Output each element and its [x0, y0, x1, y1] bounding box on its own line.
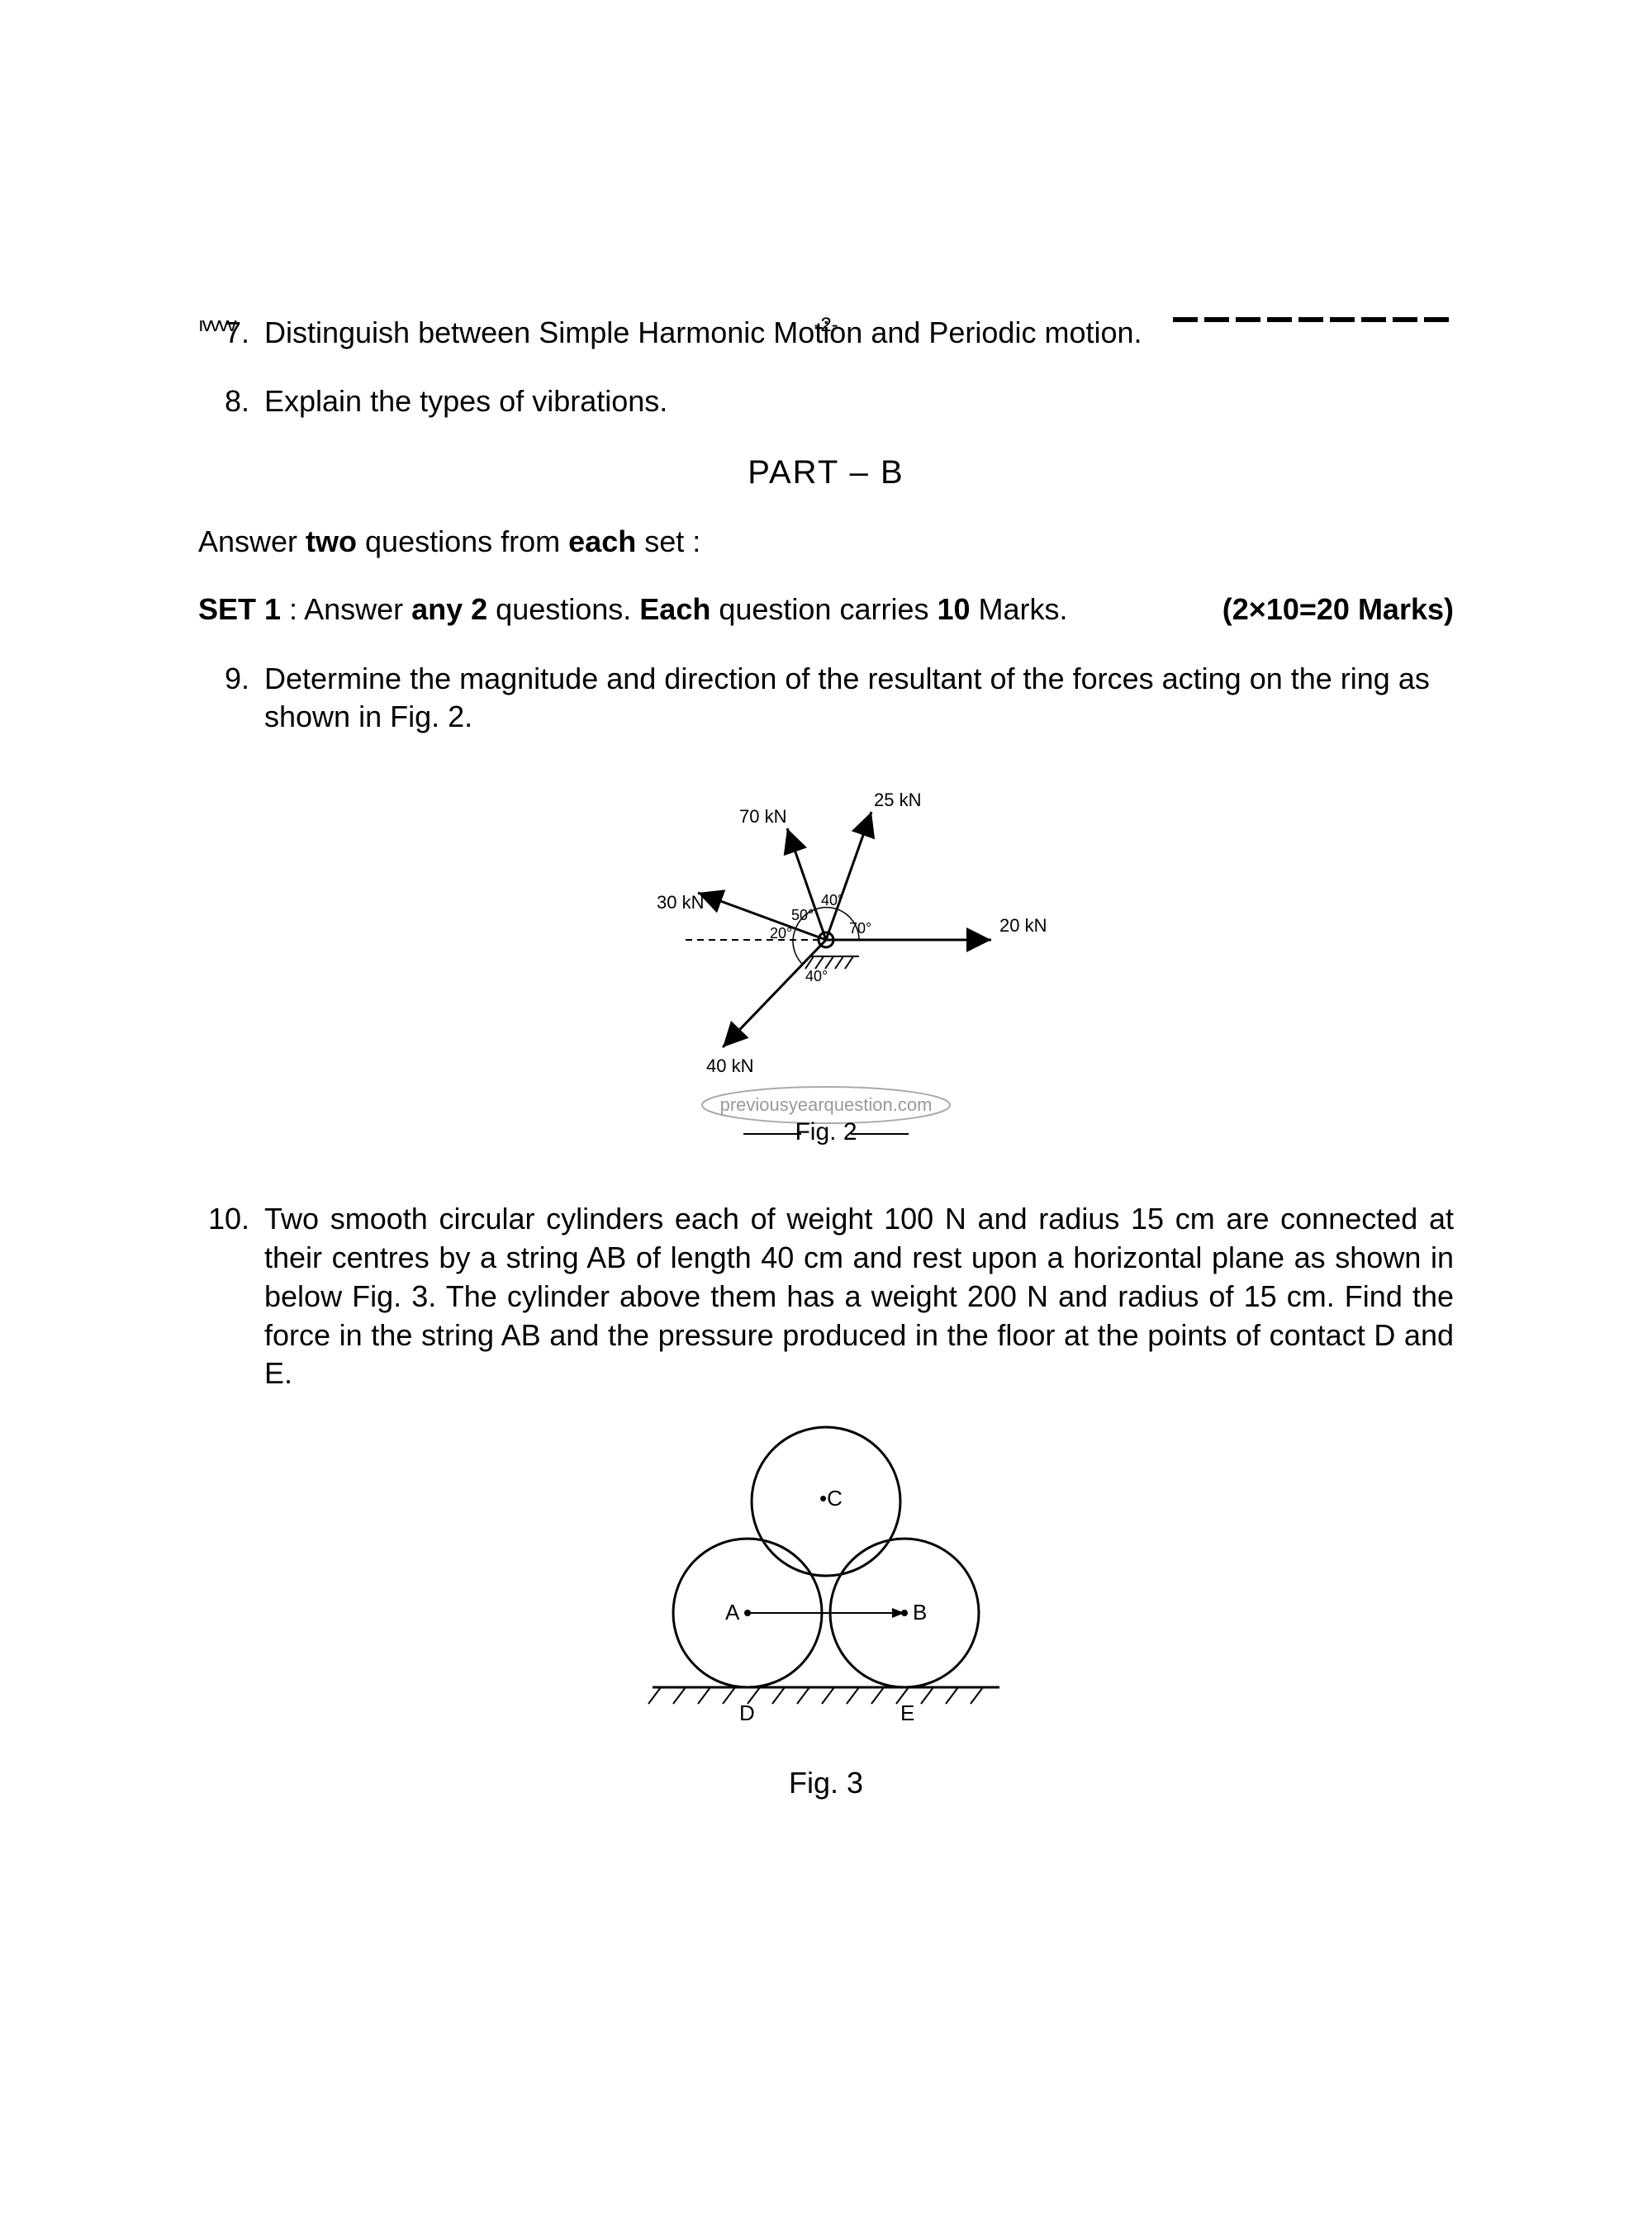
label-E: E	[900, 1701, 914, 1725]
set-bold: Each	[639, 592, 710, 626]
angle-label: 20°	[770, 925, 792, 942]
question-text: Two smooth circular cylinders each of we…	[264, 1200, 1454, 1393]
set1-row: SET 1 : Answer any 2 questions. Each que…	[198, 592, 1454, 627]
figure-3-container: A B •C D E Fig. 3	[198, 1423, 1454, 1800]
answer-instruction: Answer two questions from each set :	[198, 524, 1454, 559]
question-text: Explain the types of vibrations.	[264, 382, 1454, 421]
question-number: 9.	[198, 660, 264, 738]
force-label: 25 kN	[874, 790, 921, 810]
set-text: Marks.	[971, 592, 1068, 626]
figure-2-container: 20 kN 25 kN 70 kN 30 kN 40 kN 70° 40° 50…	[198, 766, 1454, 1150]
question-8: 8. Explain the types of vibrations.	[198, 382, 1454, 421]
page-header: ıvvvv -2-	[198, 314, 1454, 330]
angle-label: 40°	[805, 968, 828, 984]
angle-label: 50°	[791, 907, 814, 923]
label-A: A	[725, 1600, 740, 1625]
label-C: •C	[819, 1486, 843, 1511]
set-text: : Answer	[281, 592, 411, 626]
instruction-text: questions from	[357, 524, 568, 558]
set-text: questions.	[487, 592, 639, 626]
set-bold: any 2	[411, 592, 487, 626]
header-code: ıvvvv	[198, 314, 235, 337]
set1-marks: (2×10=20 Marks)	[1222, 592, 1454, 627]
force-label: 30 kN	[657, 892, 704, 913]
question-10: 10. Two smooth circular cylinders each o…	[198, 1200, 1454, 1393]
force-label: 40 kN	[706, 1055, 753, 1076]
figure-3-caption: Fig. 3	[198, 1766, 1454, 1800]
force-label: 20 kN	[999, 915, 1047, 936]
figure-2-svg: 20 kN 25 kN 70 kN 30 kN 40 kN 70° 40° 50…	[578, 766, 1074, 1146]
figure-3-svg: A B •C D E	[578, 1423, 1074, 1753]
header-barcode	[1173, 317, 1454, 322]
set-text: question carries	[710, 592, 937, 626]
question-9: 9. Determine the magnitude and direction…	[198, 660, 1454, 738]
figure-caption: Fig. 2	[795, 1118, 857, 1146]
force-label: 70 kN	[739, 806, 786, 827]
question-text: Determine the magnitude and direction of…	[264, 660, 1454, 738]
question-number: 10.	[198, 1200, 264, 1393]
label-B: B	[913, 1600, 927, 1625]
instruction-text: set :	[636, 524, 700, 558]
instruction-bold: each	[568, 524, 636, 558]
page-content: 7. Distinguish between Simple Harmonic M…	[0, 83, 1652, 1800]
question-number: 8.	[198, 382, 264, 421]
set-label: SET 1	[198, 592, 281, 626]
watermark-text: previousyearquestion.com	[720, 1094, 933, 1115]
set1-instruction: SET 1 : Answer any 2 questions. Each que…	[198, 592, 1068, 627]
instruction-bold: two	[306, 524, 357, 558]
set-bold: 10	[937, 592, 970, 626]
header-page-marker: -2-	[814, 314, 838, 337]
angle-label: 70°	[849, 920, 871, 937]
angle-label: 40°	[821, 892, 843, 908]
part-b-title: PART – B	[198, 454, 1454, 491]
instruction-text: Answer	[198, 524, 306, 558]
label-D: D	[739, 1701, 755, 1725]
